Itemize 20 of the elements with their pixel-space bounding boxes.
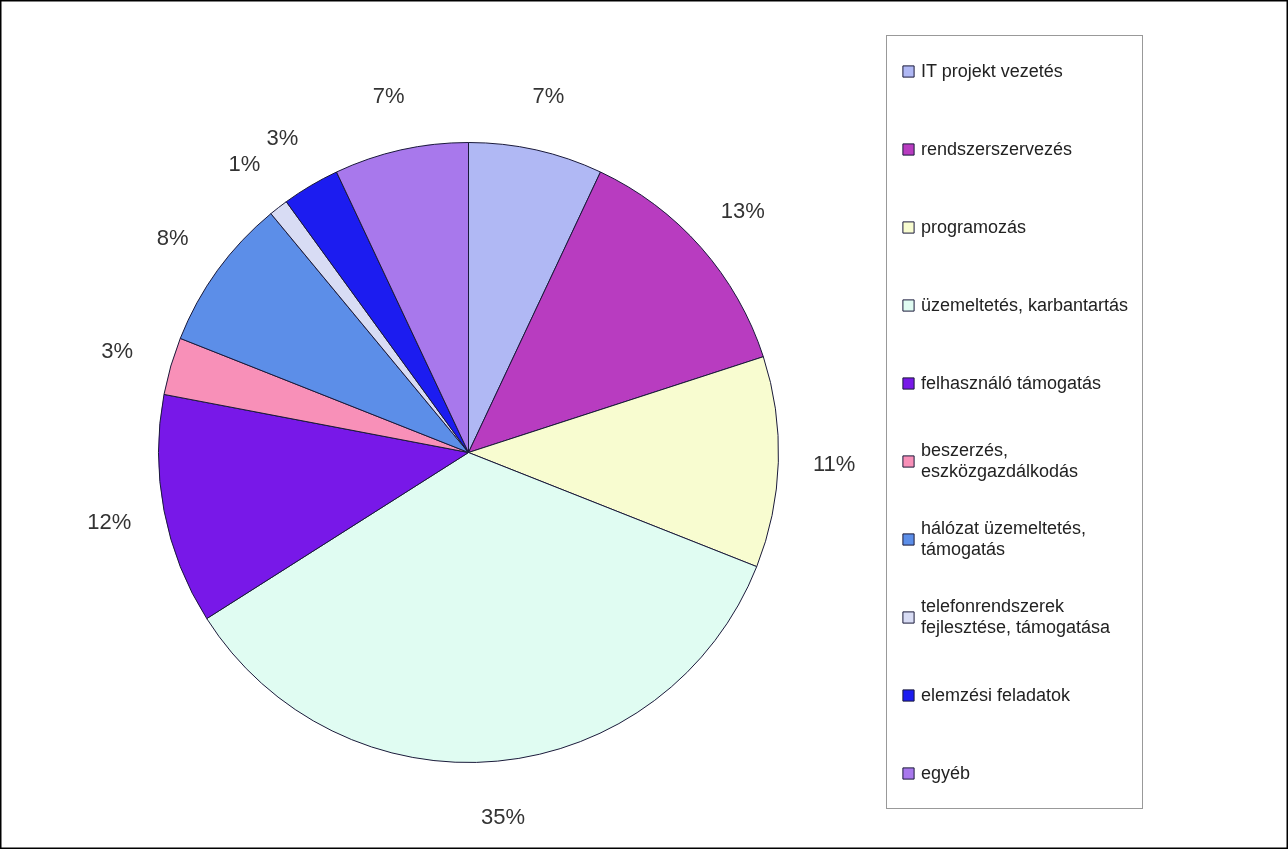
data-label: 11% [812,451,856,477]
data-label: 3% [101,337,134,363]
data-label: 7% [532,83,565,109]
data-label: 8% [156,224,189,250]
data-label: 13% [720,198,765,224]
data-label: 1% [228,150,261,176]
legend-label: felhasználó támogatás [921,371,1102,395]
legend-label: elemzési feladatok [921,683,1071,707]
data-label: 7% [372,83,405,109]
legend-label: telefonrendszerek fejlesztése, támogatása [921,596,1111,638]
legend-label: üzemeltetés, karbantartás [921,293,1129,317]
legend-label: egyéb [921,761,971,785]
data-label: 12% [87,508,132,534]
legend-label: beszerzés, eszközgazdálkodás [921,440,1079,482]
legend-label: hálózat üzemeltetés, támogatás [921,518,1087,560]
legend-label: programozás [921,215,1027,239]
data-label: 35% [480,804,525,830]
legend-label: IT projekt vezetés [921,59,1063,83]
legend-label: rendszerszervezés [921,137,1073,161]
data-label: 3% [266,125,299,151]
